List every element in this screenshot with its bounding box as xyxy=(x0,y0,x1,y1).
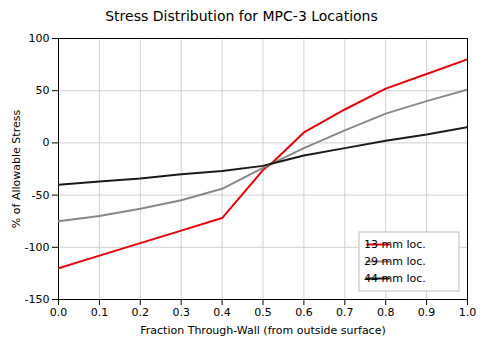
svg-text:0.7: 0.7 xyxy=(336,306,354,319)
svg-text:0.1: 0.1 xyxy=(91,306,109,319)
svg-text:44 mm loc.: 44 mm loc. xyxy=(364,272,426,285)
svg-text:50: 50 xyxy=(36,84,50,97)
svg-text:29 mm loc.: 29 mm loc. xyxy=(364,255,426,268)
svg-text:0.9: 0.9 xyxy=(418,306,436,319)
svg-text:Fraction Through-Wall (from ou: Fraction Through-Wall (from outside surf… xyxy=(140,324,385,337)
svg-text:-100: -100 xyxy=(25,241,50,254)
svg-text:13 mm loc.: 13 mm loc. xyxy=(364,238,426,251)
svg-text:0.8: 0.8 xyxy=(377,306,395,319)
svg-text:1.0: 1.0 xyxy=(459,306,477,319)
svg-text:% of Allowable Stress: % of Allowable Stress xyxy=(10,110,23,229)
svg-text:0.3: 0.3 xyxy=(172,306,190,319)
svg-text:-150: -150 xyxy=(25,293,50,306)
html-text:Stress Distribution for MPC-3: Stress Distribution for MPC-3 Locations xyxy=(105,8,378,24)
svg-text:0.5: 0.5 xyxy=(254,306,272,319)
svg-text:-50: -50 xyxy=(32,189,50,202)
svg-text:100: 100 xyxy=(29,32,50,45)
svg-text:0.0: 0.0 xyxy=(50,306,68,319)
svg-text:0.4: 0.4 xyxy=(213,306,231,319)
svg-text:0: 0 xyxy=(43,136,50,149)
svg-text:0.6: 0.6 xyxy=(295,306,313,319)
svg-text:0.2: 0.2 xyxy=(132,306,150,319)
